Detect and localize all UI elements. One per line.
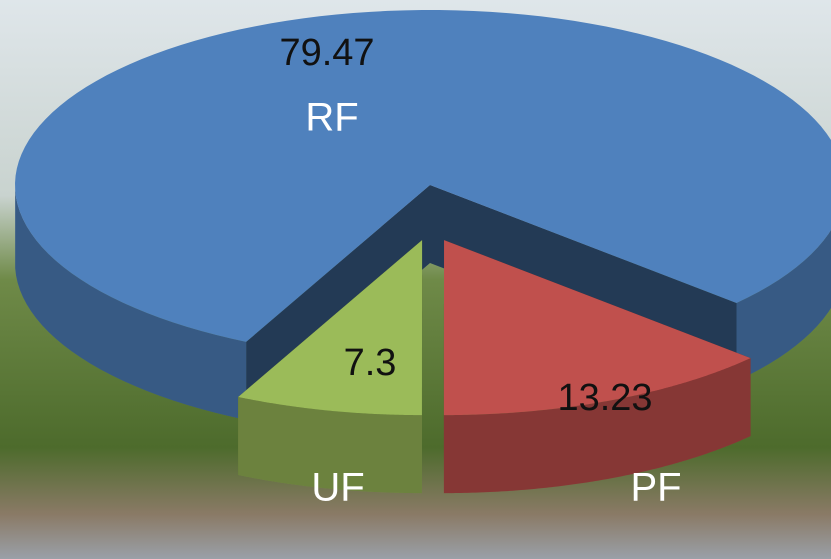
value-label: 7.3	[344, 342, 397, 384]
value-label: 79.47	[279, 32, 374, 74]
page: {"chart_data": {"type": "pie", "categori…	[0, 0, 831, 559]
value-label: 13.23	[557, 377, 652, 419]
category-label: UF	[311, 466, 364, 510]
category-label: RF	[305, 96, 358, 140]
chart: 79.47 RF 13.23 PF 7.3 UF	[0, 0, 831, 559]
category-label: PF	[630, 466, 681, 510]
